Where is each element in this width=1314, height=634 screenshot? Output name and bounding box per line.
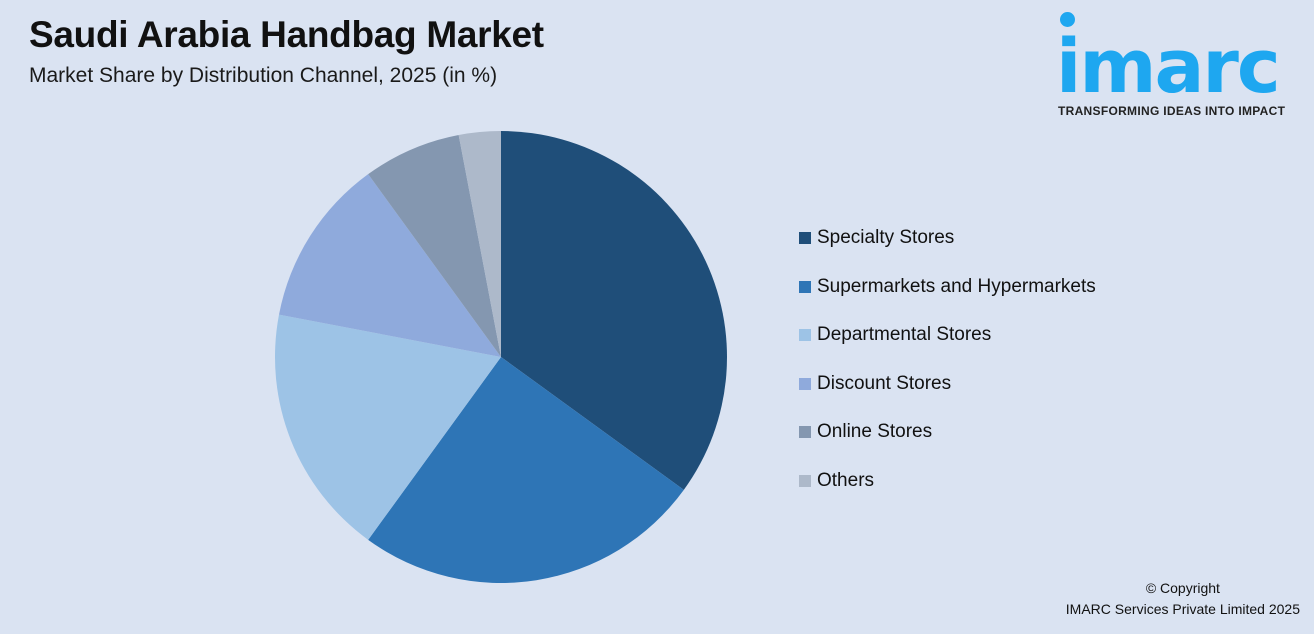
logo-dot-icon — [1060, 12, 1075, 27]
legend-item: Specialty Stores — [799, 214, 1096, 263]
legend-label: Departmental Stores — [817, 324, 992, 346]
pie-slice-specialty-stores — [501, 131, 727, 490]
legend-label: Specialty Stores — [817, 227, 955, 249]
legend-swatch-icon — [799, 426, 811, 439]
logo-wordmark: imarc — [1056, 24, 1281, 110]
copyright-line: © Copyright — [1145, 580, 1220, 596]
company-line: IMARC Services Private Limited 2025 — [1065, 601, 1300, 617]
legend-swatch-icon — [799, 377, 811, 390]
legend-swatch-icon — [799, 329, 811, 342]
legend-label: Supermarkets and Hypermarkets — [817, 275, 1096, 297]
legend-item: Online Stores — [799, 408, 1096, 457]
chart-legend: Specialty Stores Supermarkets and Hyperm… — [799, 214, 1096, 505]
logo-tagline: TRANSFORMING IDEAS INTO IMPACT — [1058, 104, 1286, 118]
chart-title: Saudi Arabia Handbag Market — [29, 14, 544, 55]
pie-slice-discount-stores — [279, 174, 501, 357]
legend-item: Others — [799, 457, 1096, 506]
legend-swatch-icon — [799, 232, 811, 245]
legend-swatch-icon — [799, 280, 811, 293]
pie-slice-others — [458, 131, 501, 357]
pie-slice-departmental-stores — [275, 314, 501, 540]
legend-item: Departmental Stores — [799, 311, 1096, 360]
copyright-notice: © Copyright IMARC Services Private Limit… — [1066, 578, 1300, 620]
pie-slice-supermarkets-and-hypermarkets — [368, 357, 684, 583]
legend-label: Discount Stores — [817, 372, 952, 394]
pie-slice-online-stores — [368, 135, 501, 357]
legend-label: Online Stores — [817, 421, 933, 443]
legend-item: Supermarkets and Hypermarkets — [799, 263, 1096, 312]
imarc-logo: imarc TRANSFORMING IDEAS INTO IMPACT — [1056, 12, 1308, 122]
legend-label: Others — [817, 469, 875, 491]
legend-swatch-icon — [799, 474, 811, 487]
chart-subtitle: Market Share by Distribution Channel, 20… — [29, 64, 498, 87]
legend-item: Discount Stores — [799, 360, 1096, 409]
